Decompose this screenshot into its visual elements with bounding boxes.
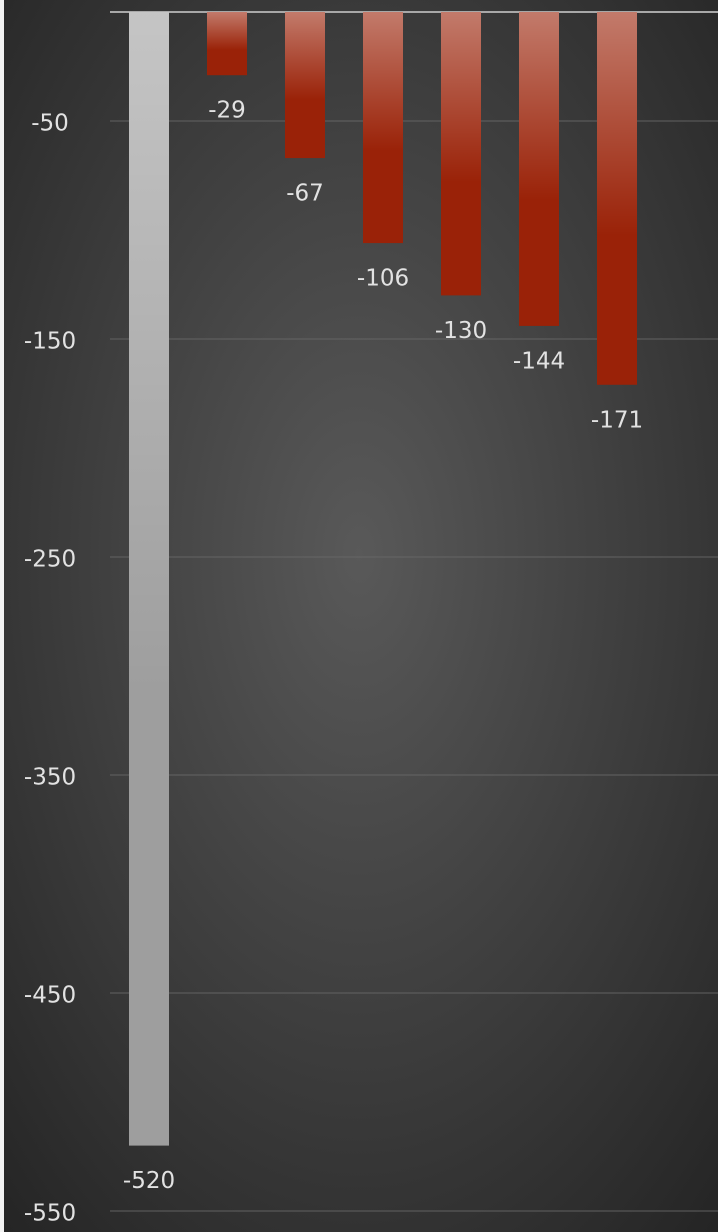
y-tick-label: -450 xyxy=(24,983,76,1009)
data-label: -520 xyxy=(123,1168,175,1194)
bar-shine xyxy=(285,12,325,159)
bar-shine xyxy=(597,12,637,385)
bar-shine xyxy=(519,12,559,326)
y-tick-label: -150 xyxy=(24,329,76,355)
y-tick-label: -350 xyxy=(24,765,76,791)
bar-shine xyxy=(129,12,169,1146)
data-label: -171 xyxy=(591,407,643,433)
data-label: -29 xyxy=(208,98,246,124)
data-label: -144 xyxy=(513,348,565,374)
y-tick-label: -250 xyxy=(24,547,76,573)
bar-shine xyxy=(207,12,247,76)
data-label: -130 xyxy=(435,318,487,344)
data-label: -106 xyxy=(357,266,409,292)
y-tick-label: -50 xyxy=(31,111,69,137)
data-label: -67 xyxy=(286,181,324,207)
left-edge xyxy=(0,0,4,1232)
y-tick-label: -550 xyxy=(24,1201,76,1227)
bar-shine xyxy=(441,12,481,296)
bar-shine xyxy=(363,12,403,244)
